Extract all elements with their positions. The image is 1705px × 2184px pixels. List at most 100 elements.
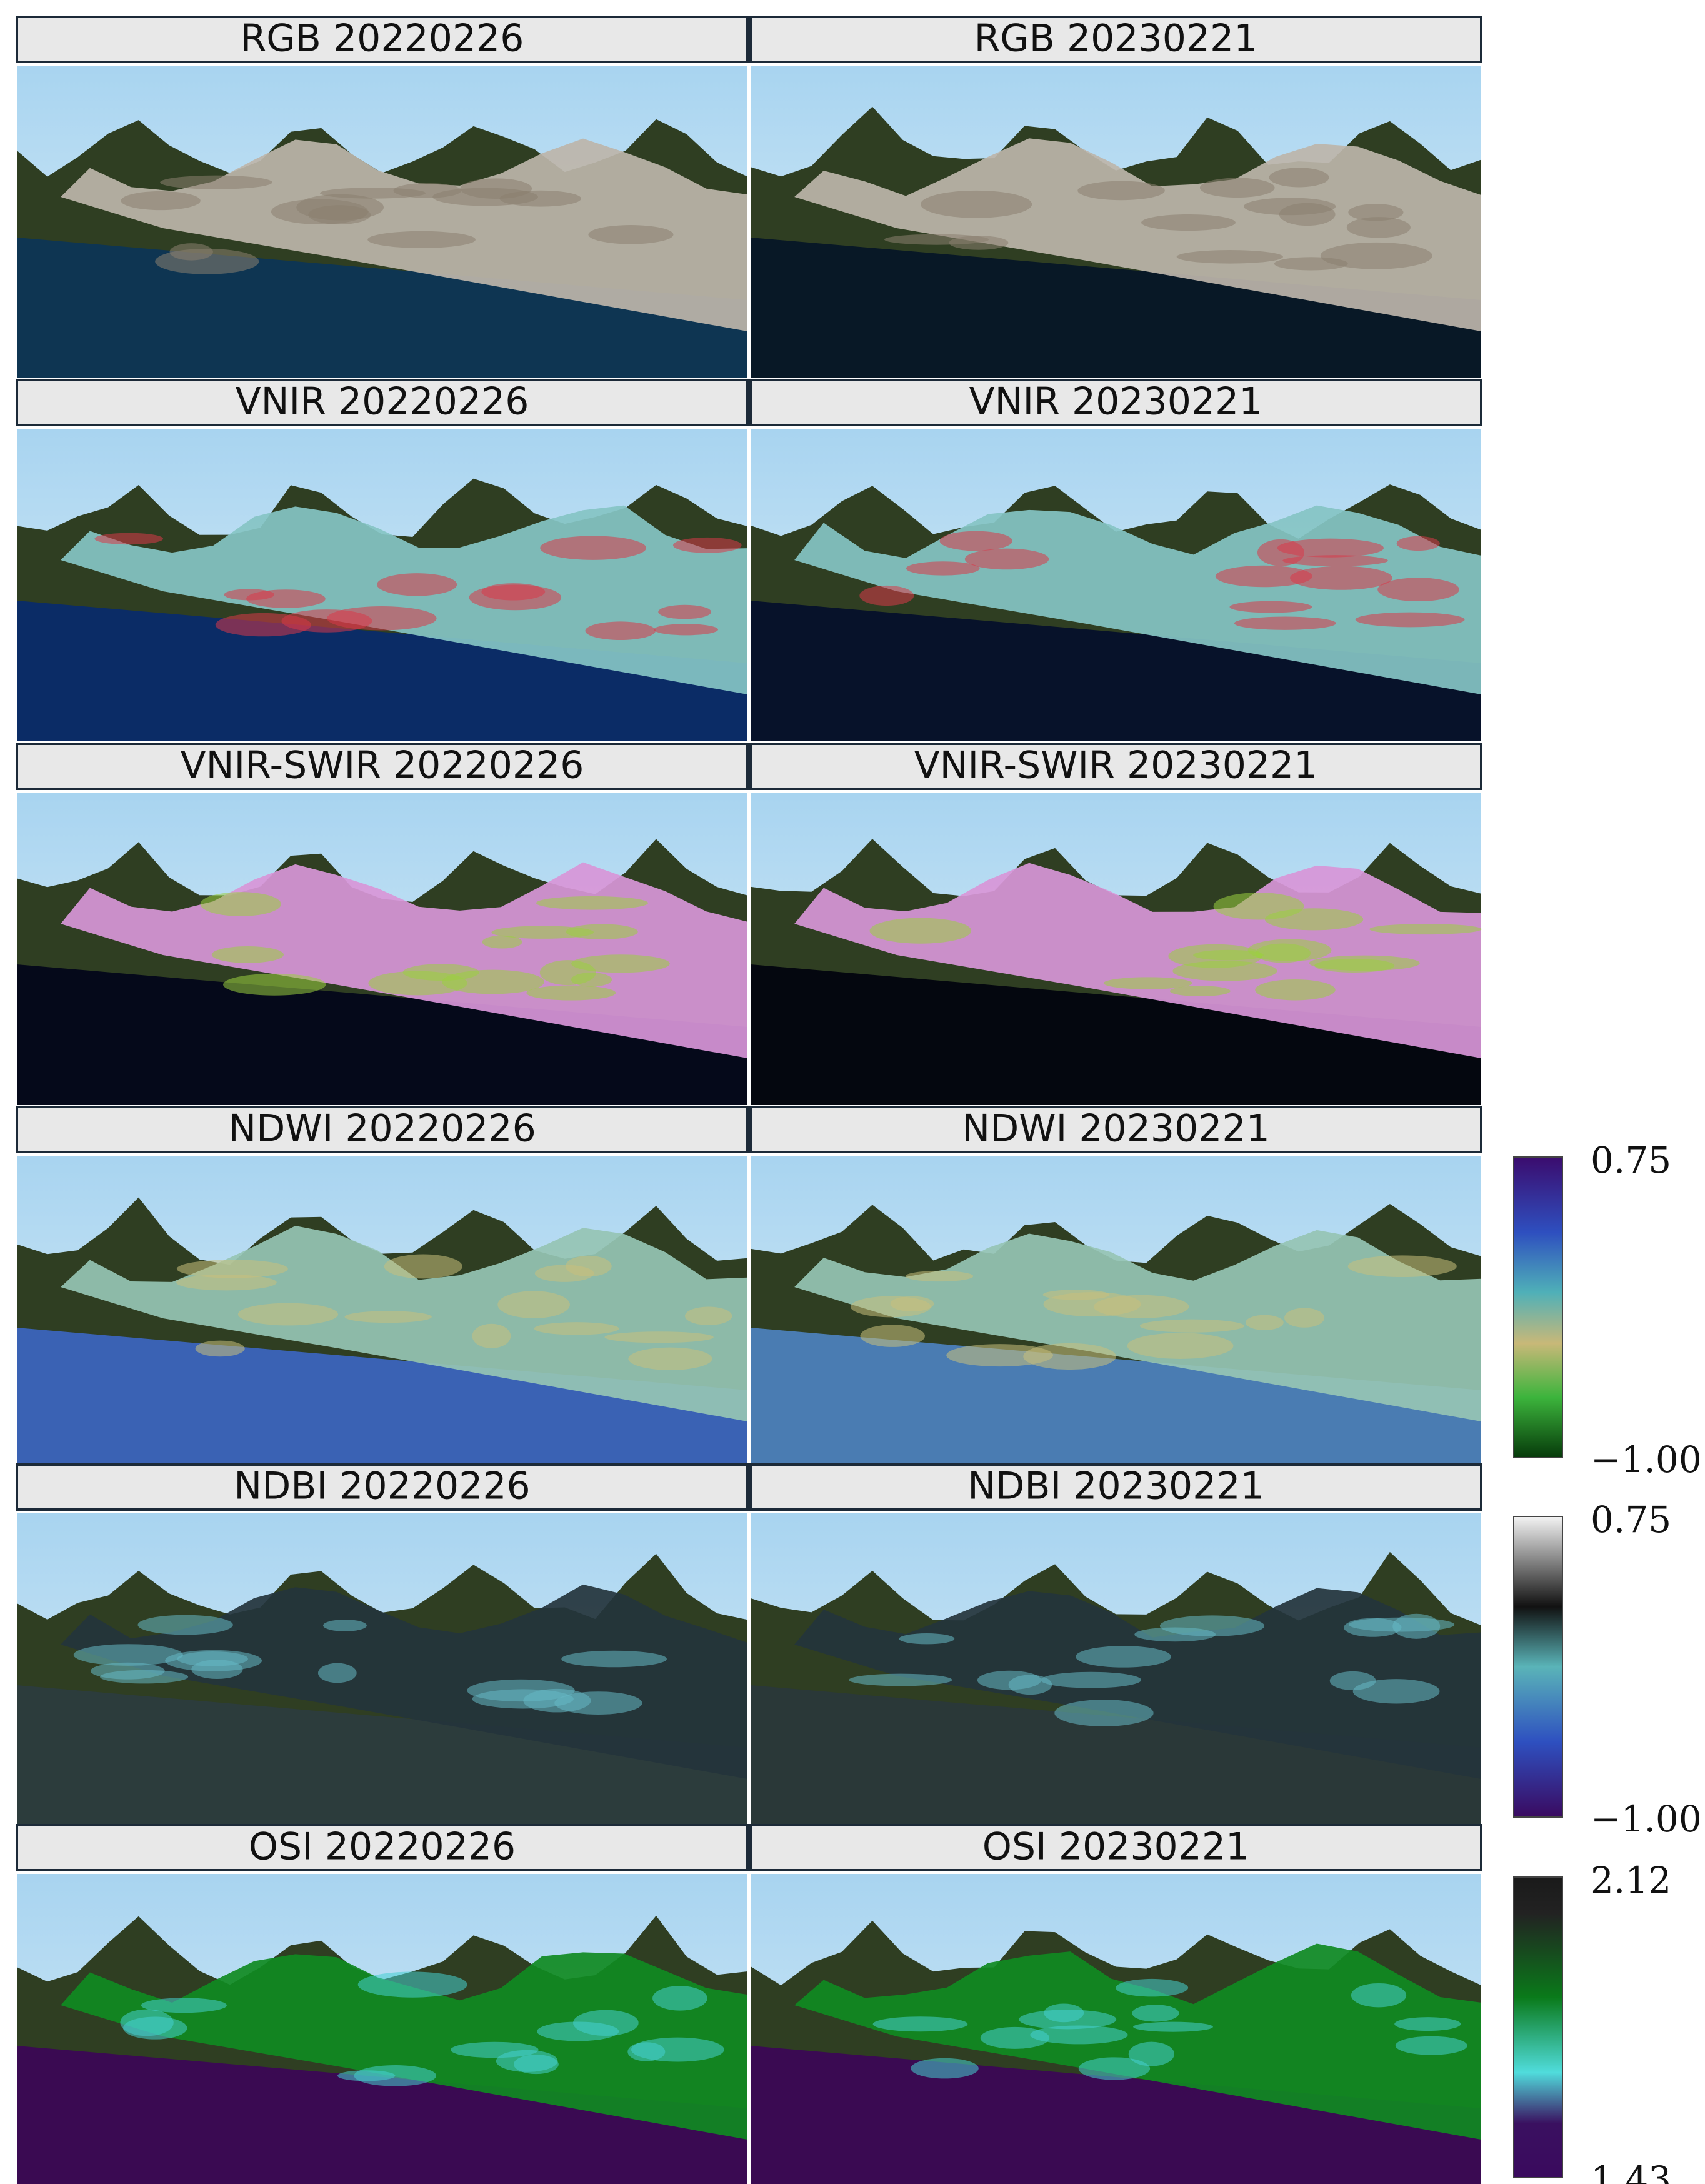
land-texture — [498, 1291, 570, 1318]
land-texture — [540, 536, 647, 560]
land-texture — [160, 175, 272, 189]
land-texture — [121, 191, 201, 211]
land-texture — [176, 1260, 288, 1278]
land-texture — [1346, 217, 1411, 238]
land-texture — [604, 1331, 714, 1343]
panel: VNIR 20230221 — [749, 379, 1482, 741]
land-texture — [652, 1986, 708, 2011]
land-texture — [554, 1691, 642, 1715]
land-texture — [246, 589, 326, 608]
land-texture — [1329, 1671, 1376, 1690]
colorbar-min-label: −1.00 — [1591, 1798, 1702, 1840]
land-texture — [1395, 2036, 1468, 2055]
panel: NDWI 20230221 — [749, 1106, 1482, 1468]
land-texture — [899, 1633, 955, 1645]
land-texture — [1172, 961, 1278, 981]
land-texture — [1041, 1671, 1142, 1688]
land-texture — [920, 190, 1032, 218]
land-texture — [1348, 1255, 1457, 1278]
panel-title: VNIR-SWIR 20230221 — [914, 744, 1318, 788]
land — [794, 1943, 1481, 2140]
land-texture — [849, 1673, 952, 1686]
land-texture — [684, 1306, 732, 1325]
land-texture — [906, 561, 980, 576]
panel: VNIR-SWIR 20220226 — [16, 743, 749, 1105]
title-box — [749, 1106, 1482, 1153]
panel-title: NDBI 20220226 — [234, 1465, 530, 1508]
land-texture — [869, 918, 972, 944]
panel-title: OSI 20230221 — [982, 1825, 1249, 1869]
land-texture — [469, 584, 562, 611]
land — [794, 1588, 1481, 1779]
land-texture — [1229, 601, 1312, 613]
land-texture — [1378, 578, 1459, 602]
land-texture — [1248, 939, 1332, 961]
land-texture — [980, 2026, 1050, 2049]
land-texture — [1352, 1679, 1440, 1704]
panel: NDWI 20220226 — [16, 1106, 749, 1468]
land-texture — [977, 1670, 1041, 1690]
land-texture — [628, 1347, 712, 1370]
land-texture — [1078, 181, 1165, 201]
title-box — [16, 379, 749, 426]
land-texture — [99, 1670, 189, 1684]
panel: NDBI 20230221 — [749, 1463, 1482, 1826]
land-texture — [1213, 893, 1304, 920]
land-texture — [344, 1311, 432, 1323]
land-texture — [672, 537, 742, 553]
land-texture — [1396, 536, 1440, 551]
panel: RGB 20220226 — [16, 16, 749, 378]
land-texture — [1355, 612, 1465, 628]
land-texture — [1054, 1700, 1154, 1726]
land-texture — [1257, 539, 1304, 566]
land-texture — [211, 946, 284, 963]
land-texture — [1030, 2025, 1128, 2045]
land-texture — [658, 604, 712, 619]
title-box — [749, 1463, 1482, 1511]
land-texture — [1274, 257, 1348, 271]
land-texture — [238, 1303, 339, 1326]
land-texture — [571, 954, 670, 973]
colorbar-max-label: 0.75 — [1591, 1139, 1671, 1181]
land-texture — [911, 2058, 979, 2079]
land-texture — [1043, 1292, 1141, 1317]
land-texture — [1215, 565, 1312, 588]
land-texture — [850, 1296, 931, 1318]
land-texture — [1116, 1978, 1189, 1997]
land-texture — [1309, 955, 1420, 971]
land-texture — [155, 248, 259, 274]
colorbar-max-label: 0.75 — [1591, 1498, 1671, 1541]
panel-title: NDWI 20230221 — [962, 1107, 1270, 1151]
land-texture — [536, 896, 649, 910]
land-texture — [402, 964, 479, 981]
colorbar: 0.75 −1.00 — [1513, 1498, 1702, 1840]
land-texture — [860, 1325, 925, 1347]
land-texture — [526, 985, 616, 1001]
land-texture — [138, 1615, 233, 1635]
panel-title: OSI 20220226 — [249, 1825, 516, 1869]
land-texture — [318, 1663, 357, 1683]
land-texture — [949, 236, 1009, 250]
land-texture — [377, 573, 458, 596]
land-texture — [94, 533, 164, 545]
panel-title: VNIR 20230221 — [969, 380, 1263, 424]
land-texture — [200, 892, 281, 916]
title-box — [749, 743, 1482, 790]
land — [61, 1952, 748, 2140]
land-texture — [1134, 1627, 1216, 1642]
panel: VNIR 20220226 — [16, 379, 749, 741]
land-texture — [1169, 986, 1231, 997]
land-texture — [1269, 168, 1329, 188]
land-texture — [358, 1971, 468, 1998]
land-texture — [73, 1644, 183, 1666]
land-texture — [123, 2016, 188, 2040]
land-texture — [1255, 979, 1336, 1001]
land-texture — [1132, 2005, 1179, 2022]
panel: NDBI 20220226 — [16, 1463, 749, 1826]
land-texture — [964, 548, 1049, 570]
land-texture — [537, 2021, 619, 2041]
panel-title: NDWI 20220226 — [228, 1107, 536, 1151]
land-texture — [281, 609, 372, 633]
panel-title: RGB 20220226 — [241, 17, 524, 61]
colorbar: 2.12 1.43 — [1513, 1859, 1671, 2184]
